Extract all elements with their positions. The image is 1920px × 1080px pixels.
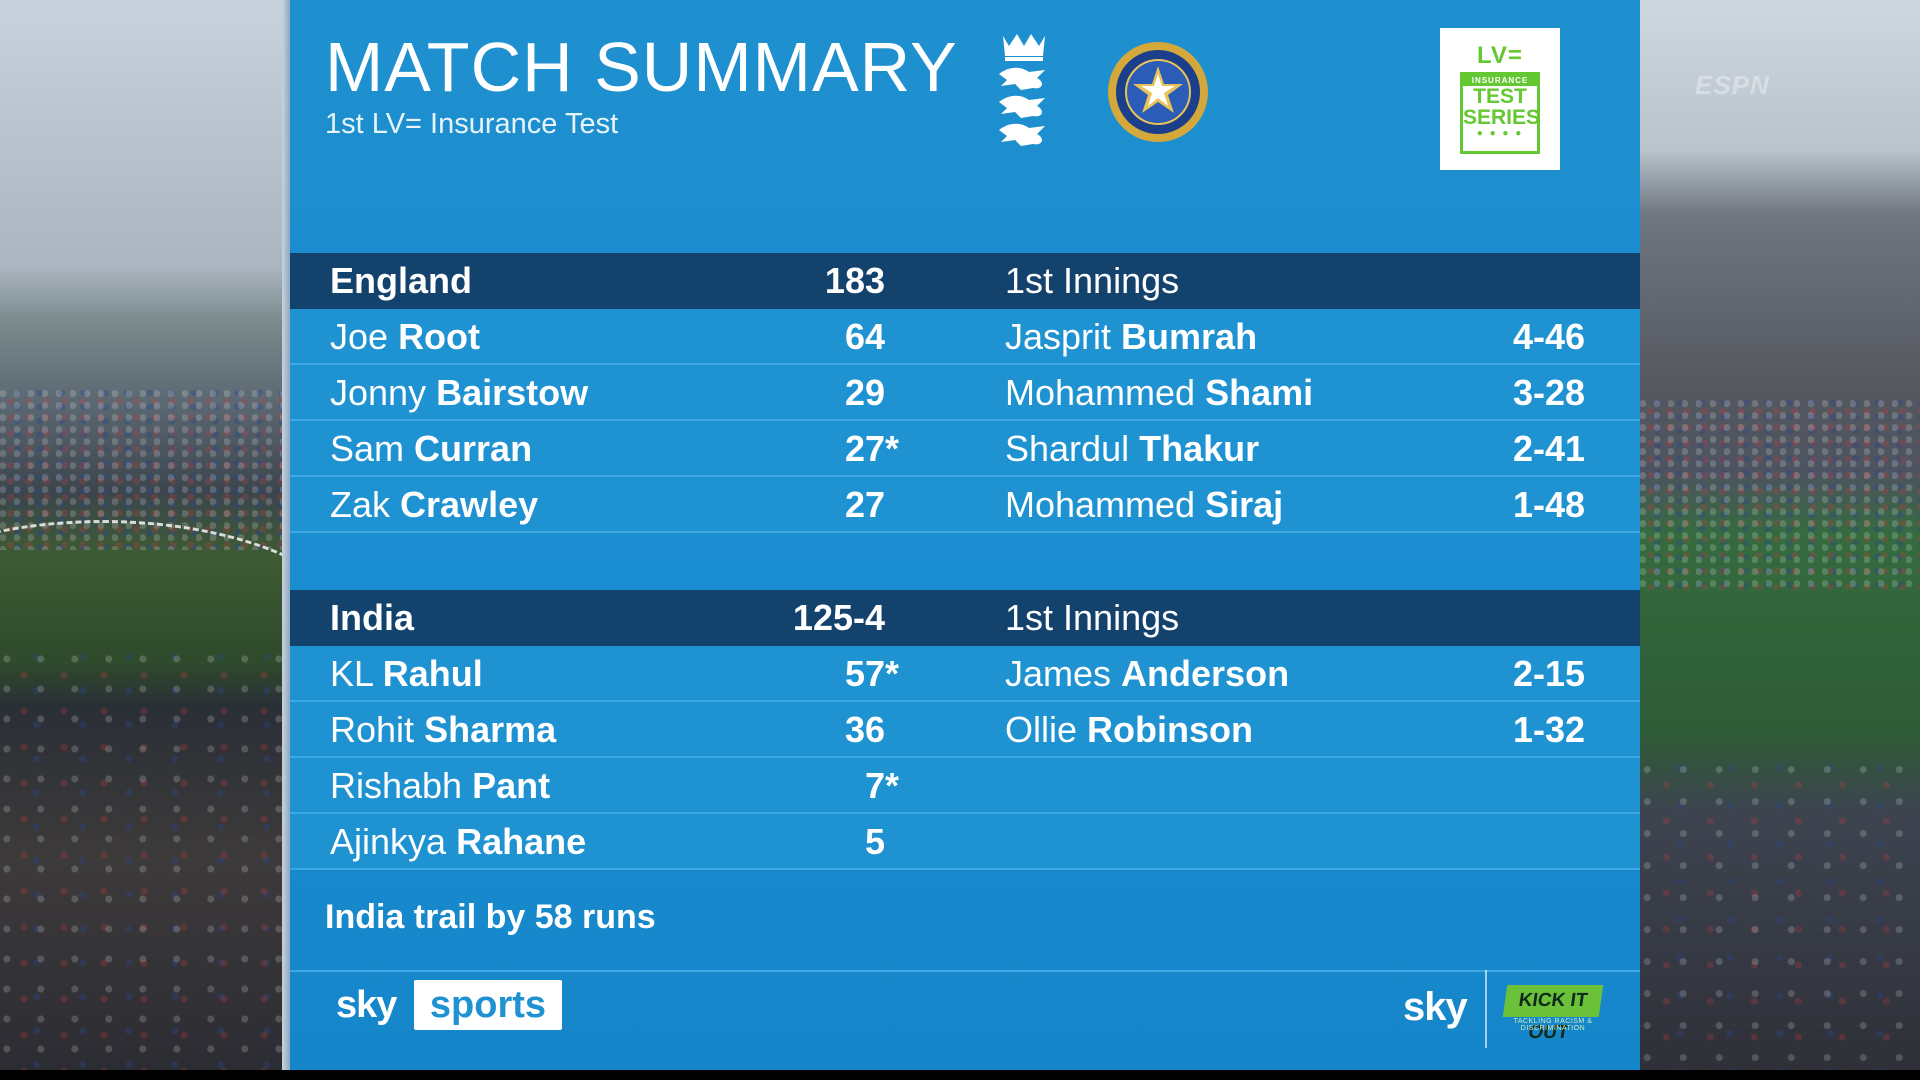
team-score: 183 [824, 260, 885, 301]
batter-runs: 27 [844, 484, 885, 525]
test-label: TEST [1473, 85, 1527, 108]
scorecard-row: Rohit Sharma 36 Ollie Robinson 1-32 [290, 702, 1640, 758]
england-crest-icon [999, 34, 1045, 146]
crowd-foreground [1640, 760, 1920, 1070]
kick-it-out-wordmark: KICK IT OUT [1502, 985, 1604, 1043]
batter-runs: 27 * [844, 428, 900, 469]
batter-runs: 5 [864, 821, 885, 862]
espn-watermark: ESPN [1695, 70, 1770, 100]
match-summary-panel: MATCH SUMMARY 1st LV= Insurance Test LV=… [290, 0, 1640, 1070]
stadium-background-right [1640, 0, 1920, 1070]
batter-name: Joe Root [330, 316, 481, 357]
bowler-figures: 2-15 [1512, 653, 1585, 694]
match-status: India trail by 58 runs [325, 898, 656, 936]
batter-name: Rishabh Pant [330, 765, 551, 806]
bowler-figures: 4-46 [1512, 316, 1585, 357]
batter-runs: 57 * [844, 653, 900, 694]
innings-label: 1st Innings [1005, 597, 1180, 638]
bowler-figures: 1-48 [1512, 484, 1585, 525]
page-title: MATCH SUMMARY [325, 28, 958, 106]
sky-wordmark: sky [336, 984, 397, 1026]
test-series-box: INSURANCE TEST SERIES ● ● ● ● [1460, 72, 1540, 154]
crowd-foreground [0, 650, 290, 1070]
kick-it-out-tagline: TACKLING RACISM & DISCRIMINATION [1513, 1018, 1593, 1032]
boundary-rope [0, 520, 290, 766]
bowler-figures: 1-32 [1512, 709, 1585, 750]
kick-it-out-logo: KICK IT OUT TACKLING RACISM & DISCRIMINA… [1502, 985, 1604, 1043]
footer-divider [290, 970, 1640, 972]
bowler-figures: 2-41 [1512, 428, 1585, 469]
letterbox-bar [0, 1070, 1920, 1080]
scorecard-row: Rishabh Pant 7 * [290, 758, 1640, 814]
cricketer-figures-icon: ● ● ● ● [1476, 128, 1524, 139]
scorecard-row: Sam Curran 27 * Shardul Thakur 2-41 [290, 421, 1640, 477]
team-name: India [330, 597, 415, 638]
batter-runs: 29 [844, 372, 885, 413]
batter-runs: 64 [844, 316, 885, 357]
sky-logo: sky [1403, 985, 1468, 1029]
bowler-name: Mohammed Siraj [1005, 484, 1284, 525]
scorecard-row: Joe Root 64 Jasprit Bumrah 4-46 [290, 309, 1640, 365]
match-subtitle: 1st LV= Insurance Test [325, 108, 619, 140]
bowler-name: Shardul Thakur [1005, 428, 1260, 469]
logo-divider [1485, 970, 1487, 1048]
batter-name: KL Rahul [330, 653, 483, 694]
stadium-background-left [0, 0, 290, 1070]
lv-test-series-logo: LV= INSURANCE TEST SERIES ● ● ● ● [1440, 28, 1560, 170]
batter-runs: 7 * [864, 765, 900, 806]
scorecard-row: Jonny Bairstow 29 Mohammed Shami 3-28 [290, 365, 1640, 421]
boundary-rope [1640, 470, 1920, 776]
india-innings-section: India 125-4 1st Innings KL Rahul 57 * Jam… [290, 590, 1640, 870]
scorecard-row: Ajinkya Rahane 5 [290, 814, 1640, 870]
batter-name: Ajinkya Rahane [330, 821, 587, 862]
bowler-figures: 3-28 [1512, 372, 1585, 413]
panel-edge [282, 0, 290, 1070]
batter-name: Sam Curran [330, 428, 533, 469]
bowler-name: Ollie Robinson [1005, 709, 1254, 750]
team-header-row: England 183 1st Innings [290, 253, 1640, 309]
batter-name: Rohit Sharma [330, 709, 557, 750]
team-header-row: India 125-4 1st Innings [290, 590, 1640, 646]
bowler-name: James Anderson [1005, 653, 1290, 694]
bowler-name: Mohammed Shami [1005, 372, 1314, 413]
batter-name: Jonny Bairstow [330, 372, 589, 413]
lv-logo-text: LV= [1477, 42, 1523, 69]
batter-runs: 36 [844, 709, 885, 750]
sports-wordmark: sports [414, 980, 562, 1030]
bowler-name: Jasprit Bumrah [1005, 316, 1258, 357]
team-name: England [330, 260, 472, 301]
series-label: SERIES [1463, 106, 1541, 129]
batter-name: Zak Crawley [330, 484, 539, 525]
insurance-label: INSURANCE [1463, 75, 1537, 86]
scorecard-row: KL Rahul 57 * James Anderson 2-15 [290, 646, 1640, 702]
scorecard-row: Zak Crawley 27 Mohammed Siraj 1-48 [290, 477, 1640, 533]
innings-label: 1st Innings [1005, 260, 1180, 301]
bcci-crest-icon [1108, 42, 1208, 142]
team-score: 125-4 [792, 597, 885, 638]
england-innings-section: England 183 1st Innings Joe Root 64 Jasp… [290, 253, 1640, 533]
